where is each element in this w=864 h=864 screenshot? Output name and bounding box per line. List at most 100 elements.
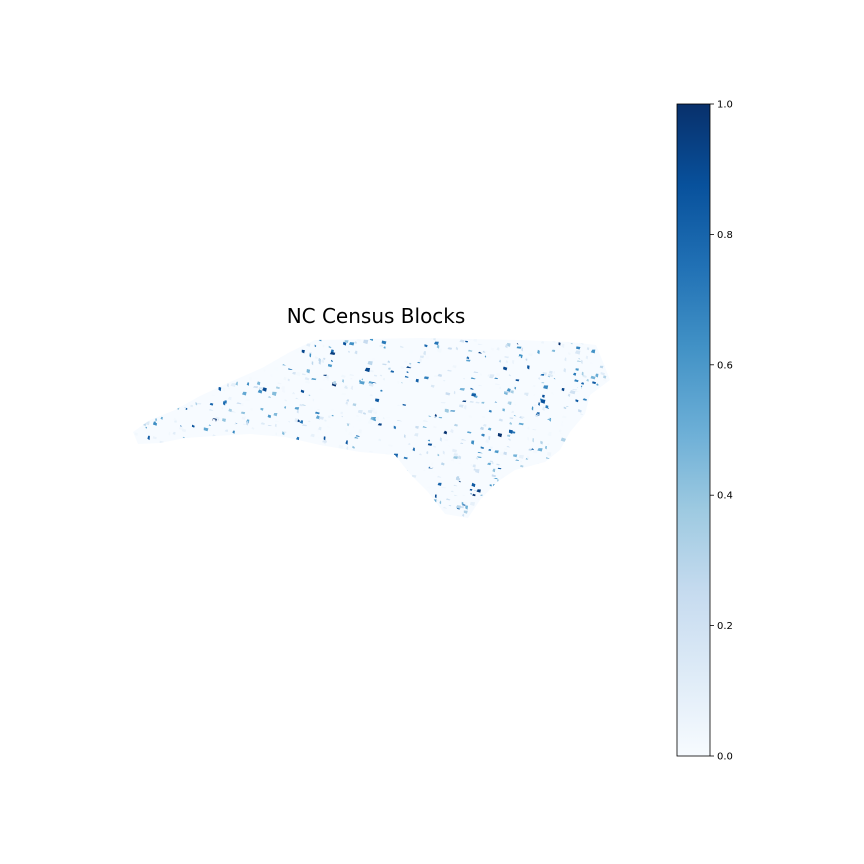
census-block <box>544 396 546 401</box>
census-block <box>547 437 551 440</box>
census-block <box>527 517 533 518</box>
census-block <box>364 367 371 373</box>
census-block <box>258 387 264 390</box>
census-block <box>466 359 471 362</box>
census-block <box>520 464 524 468</box>
census-block <box>391 492 396 494</box>
census-block <box>494 496 498 498</box>
census-block <box>359 495 364 498</box>
census-block <box>487 462 491 466</box>
census-block <box>171 473 177 475</box>
census-block <box>372 516 375 518</box>
census-block <box>198 519 202 523</box>
census-block <box>561 479 566 482</box>
census-block <box>580 447 583 449</box>
census-block <box>243 367 247 373</box>
census-block <box>203 485 207 490</box>
census-block <box>595 373 599 378</box>
census-block <box>165 387 171 389</box>
census-block <box>269 473 274 476</box>
census-block <box>403 360 408 363</box>
census-block <box>497 433 503 438</box>
census-block <box>515 379 520 382</box>
census-block <box>447 347 453 350</box>
census-block <box>507 403 509 407</box>
census-block <box>206 512 211 516</box>
census-block <box>513 508 517 511</box>
census-block <box>471 440 475 445</box>
census-block <box>601 459 604 464</box>
census-block <box>454 494 458 497</box>
census-block <box>416 509 420 513</box>
census-block <box>453 456 458 460</box>
census-block <box>439 500 442 505</box>
census-block <box>323 357 326 360</box>
census-block <box>348 464 352 469</box>
census-block <box>374 470 380 472</box>
census-block <box>267 469 271 473</box>
census-block <box>277 371 280 374</box>
census-block <box>361 378 364 381</box>
census-block <box>401 382 403 384</box>
census-block <box>470 464 474 466</box>
census-block <box>384 520 387 522</box>
census-block <box>296 409 299 414</box>
census-block <box>358 429 362 434</box>
census-block <box>292 372 296 375</box>
census-block <box>246 420 249 424</box>
census-block <box>219 356 225 359</box>
census-block <box>378 514 381 517</box>
census-block <box>417 361 421 364</box>
census-block <box>409 488 414 493</box>
census-block <box>438 416 443 419</box>
census-block <box>342 472 348 477</box>
census-block <box>226 458 231 461</box>
census-block <box>260 407 264 411</box>
census-block <box>137 455 139 460</box>
census-block <box>560 423 564 427</box>
census-block <box>421 339 426 343</box>
census-block <box>401 495 407 499</box>
census-block <box>570 500 573 504</box>
census-block <box>208 409 214 411</box>
census-block <box>230 411 237 413</box>
census-block <box>235 381 238 386</box>
census-block <box>289 443 294 446</box>
census-block <box>355 435 360 437</box>
census-block <box>500 511 503 514</box>
census-block <box>492 484 496 488</box>
census-block <box>523 496 528 498</box>
census-block <box>320 467 324 470</box>
census-block <box>597 432 602 434</box>
census-block <box>479 500 483 502</box>
census-block <box>371 498 374 502</box>
census-block <box>297 419 300 423</box>
census-block <box>387 498 391 501</box>
census-block <box>256 469 261 471</box>
census-block <box>609 516 610 518</box>
census-block <box>550 502 555 506</box>
census-block <box>368 450 374 453</box>
census-block <box>182 515 186 518</box>
census-block <box>508 446 510 448</box>
census-block <box>221 407 223 410</box>
census-block <box>172 431 176 435</box>
census-block <box>611 434 613 436</box>
census-block <box>443 430 448 435</box>
census-block <box>398 478 402 483</box>
census-block <box>377 423 382 426</box>
census-block <box>592 381 597 385</box>
census-block <box>257 437 262 440</box>
census-block <box>595 338 602 342</box>
census-block <box>295 371 301 377</box>
census-block <box>437 373 443 377</box>
nc-state-outline <box>133 338 610 518</box>
census-block <box>487 492 493 497</box>
census-block <box>537 448 543 452</box>
census-block <box>387 467 391 471</box>
census-block <box>545 445 547 450</box>
census-block <box>382 363 387 366</box>
census-block <box>400 345 404 348</box>
census-block <box>527 426 530 430</box>
census-block <box>211 459 216 464</box>
